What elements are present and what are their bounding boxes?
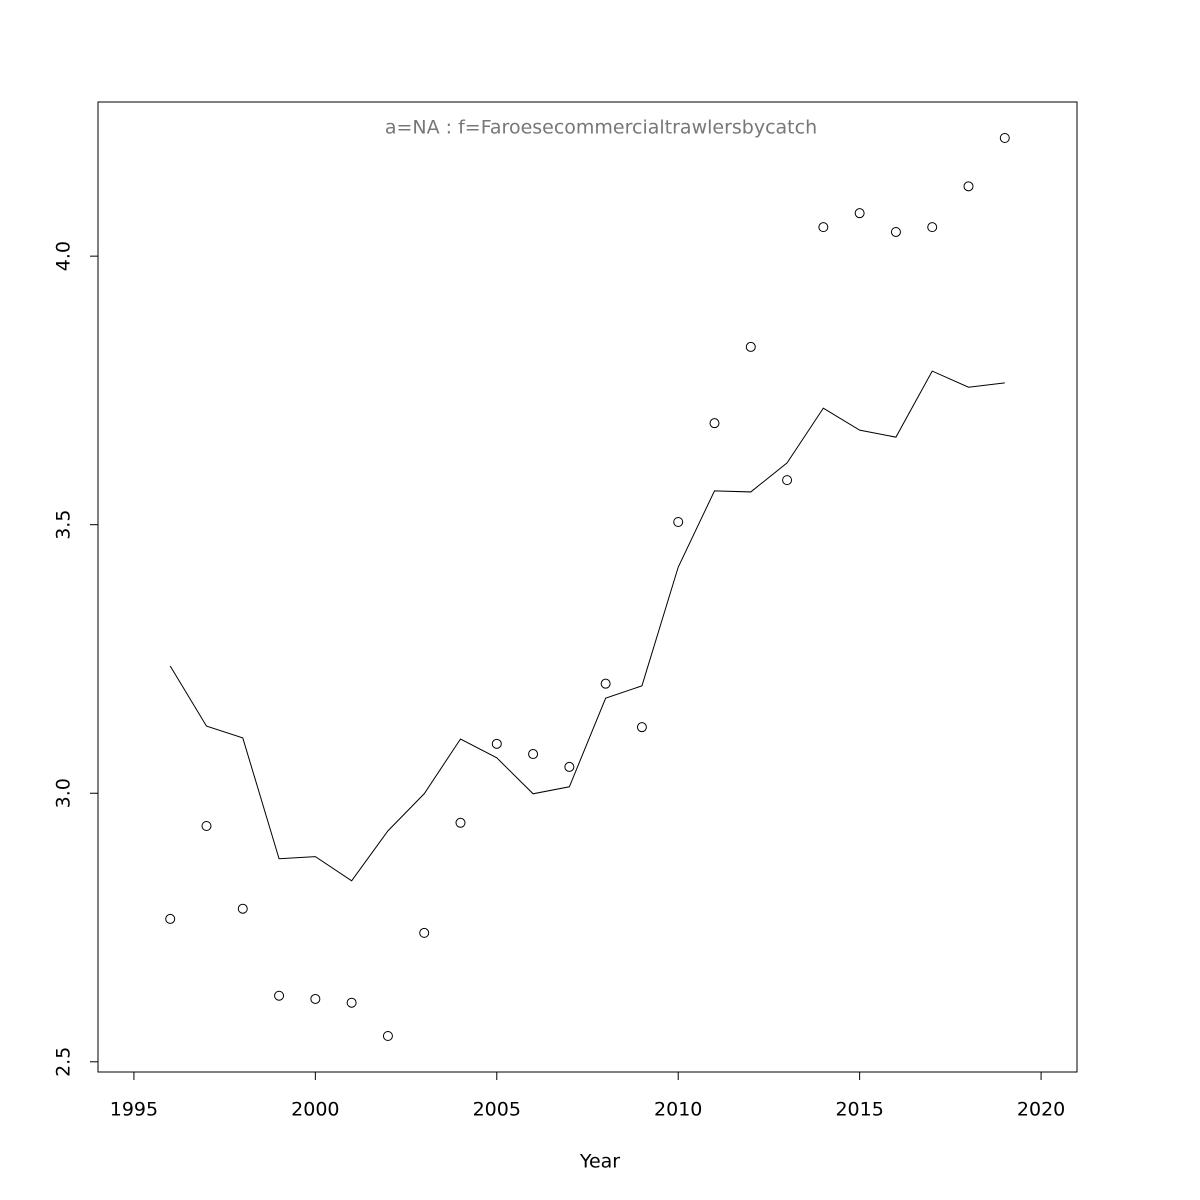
x-tick-label: 2010 <box>654 1099 702 1121</box>
plot-box <box>97 101 1078 1073</box>
x-tick-label: 2015 <box>835 1099 883 1121</box>
data-point <box>673 517 684 528</box>
data-point <box>854 208 865 219</box>
data-point <box>927 222 938 233</box>
y-tick-label: 3.5 <box>53 510 75 540</box>
x-tick-label: 2005 <box>473 1099 521 1121</box>
chart-title: a=NA : f=Faroesecommercialtrawlersbycatc… <box>385 117 817 139</box>
y-tick-label: 4.0 <box>53 241 75 271</box>
data-point <box>818 222 829 233</box>
x-axis-label: Year <box>579 1151 620 1173</box>
data-point <box>201 821 212 832</box>
x-tick-label: 1995 <box>110 1099 158 1121</box>
data-point <box>382 1031 393 1042</box>
data-line <box>169 370 1005 882</box>
data-point <box>564 761 575 772</box>
data-point <box>455 817 466 828</box>
data-point <box>709 418 720 429</box>
data-point <box>890 226 901 237</box>
data-point <box>310 993 321 1004</box>
y-tick-label: 2.5 <box>53 1047 75 1077</box>
y-tick-label: 3.0 <box>53 778 75 808</box>
data-point <box>782 475 793 486</box>
data-point <box>346 997 357 1008</box>
data-point <box>999 132 1010 143</box>
x-tick-label: 2000 <box>291 1099 339 1121</box>
data-point <box>528 749 539 760</box>
data-point <box>419 927 430 938</box>
data-point <box>274 990 285 1001</box>
data-point <box>237 903 248 914</box>
data-point <box>745 341 756 352</box>
data-point <box>636 722 647 733</box>
data-point <box>165 913 176 924</box>
data-point <box>600 678 611 689</box>
data-point <box>491 738 502 749</box>
data-point <box>963 181 974 192</box>
x-tick-label: 2020 <box>1017 1099 1065 1121</box>
